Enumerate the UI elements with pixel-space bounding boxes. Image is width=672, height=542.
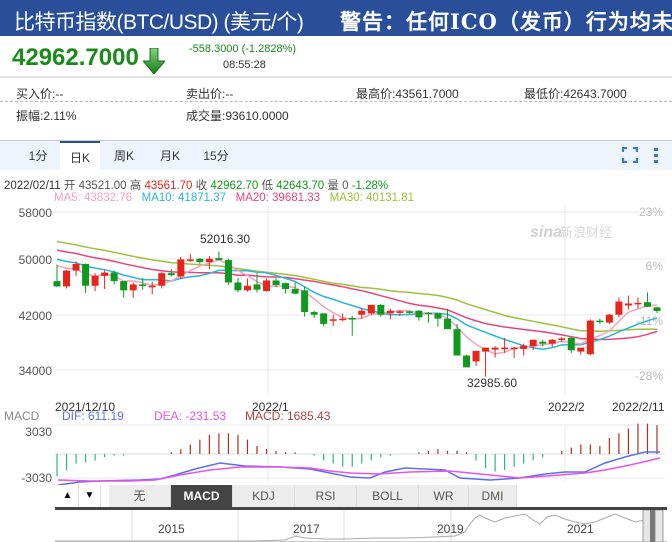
svg-text:DIF: 611.19: DIF: 611.19 <box>62 409 124 423</box>
ma5-line <box>56 259 658 355</box>
svg-text:MACD: 1685.43: MACD: 1685.43 <box>245 409 331 423</box>
close-value: 42962.70 <box>210 180 259 192</box>
close-label: 收 <box>195 180 208 192</box>
open-label: 开 <box>63 180 76 192</box>
indicator-dmi[interactable]: DMI <box>469 485 517 507</box>
low-price: 最低价:42643.7000 <box>524 87 627 101</box>
svg-text:-3030: -3030 <box>21 471 52 485</box>
svg-text:42000: 42000 <box>19 309 53 323</box>
y-axis-labels: 58000 50000 42000 34000 <box>19 206 53 378</box>
nav-year: 2017 <box>293 522 320 536</box>
current-price: 42962.7000 <box>12 44 139 71</box>
tab-1min[interactable]: 1分 <box>28 149 48 163</box>
warning-banner: 警告：任何ICO（发币）行为均未 <box>340 9 672 34</box>
svg-text:DEA: -231.53: DEA: -231.53 <box>154 409 226 423</box>
sina-watermark: sina 新浪财经 <box>530 224 612 241</box>
ma-lines <box>56 240 658 355</box>
ma10-line <box>56 258 658 351</box>
svg-text:sina: sina <box>530 224 562 241</box>
macd-labels: MACD DIF: 611.19 DEA: -231.53 MACD: 1685… <box>4 409 331 485</box>
annotations: 52016.30 32985.60 <box>200 232 517 390</box>
svg-text:-11%: -11% <box>636 314 663 328</box>
svg-text:-28%: -28% <box>635 369 663 383</box>
svg-text:23%: 23% <box>639 205 663 219</box>
high-label: 高 <box>129 180 142 192</box>
svg-text:新浪财经: 新浪财经 <box>560 225 612 241</box>
ma20-value: MA20: 39681.33 <box>235 192 321 204</box>
tab-weekly[interactable]: 周K <box>113 149 134 163</box>
navigator-sparkline <box>55 510 664 542</box>
tab-monthly[interactable]: 月K <box>159 149 180 163</box>
title-bar: 比特币指数(BTC/USD) (美元/个) 警告：任何ICO（发币）行为均未 <box>0 0 672 36</box>
svg-text:58000: 58000 <box>19 206 53 220</box>
more-vertical-icon[interactable] <box>652 147 660 163</box>
amplitude: 振幅:2.11% <box>16 109 77 123</box>
macd-histogram <box>56 423 658 477</box>
high-value: 43561.70 <box>144 180 193 192</box>
ma30-value: MA30: 40131.81 <box>329 192 415 204</box>
ma10-value: MA10: 41871.37 <box>141 192 227 204</box>
ma20-line <box>56 249 658 341</box>
low-value: 42643.70 <box>276 180 325 192</box>
svg-text:34000: 34000 <box>19 364 53 378</box>
period-tabs: 1分 日K 周K 月K 15分 <box>0 140 672 172</box>
down-arrow-icon <box>143 48 165 74</box>
indicator-wr[interactable]: WR <box>419 485 469 507</box>
indicator-rsi[interactable]: RSI <box>295 485 357 507</box>
indicator-kdj[interactable]: KDJ <box>233 485 295 507</box>
max-annotation: 52016.30 <box>200 232 250 246</box>
svg-text:2022/1: 2022/1 <box>252 400 289 414</box>
indicator-none[interactable]: 无 <box>109 485 171 507</box>
vol-value: 0 <box>342 180 349 192</box>
pct-value: -1.28% <box>351 180 389 192</box>
scroll-down-button[interactable]: ▼ <box>79 485 101 507</box>
x-axis-labels: 2021/12/10 2022/1 2022/2 2022/2/11 <box>55 400 665 414</box>
svg-text:6%: 6% <box>646 259 664 273</box>
tab-daily[interactable]: 日K <box>60 141 100 172</box>
min-annotation: 32985.60 <box>467 376 517 390</box>
svg-text:2022/2/11: 2022/2/11 <box>612 400 665 414</box>
open-value: 43521.00 <box>78 180 127 192</box>
indicator-macd[interactable]: MACD <box>171 485 233 507</box>
price-bar: 42962.7000 -558.3000 (-1.2828%) 08:55:28 <box>0 36 672 78</box>
ohlc-info: 2022/02/11 开 43521.00 高 43561.70 收 42962… <box>4 177 388 193</box>
ma30-line <box>56 240 658 332</box>
ma-info: MA5: 43832.76 MA10: 41871.37 MA20: 39681… <box>54 192 414 204</box>
stats-panel: 买入价:-- 卖出价:-- 最高价:43561.7000 最低价:42643.7… <box>0 80 672 124</box>
indicator-bar: ▲ ▼ 无 MACD KDJ RSI BOLL WR DMI <box>57 485 517 507</box>
svg-text:3030: 3030 <box>25 425 52 439</box>
y-right-axis-labels: 23% 6% -11% -28% <box>635 205 663 383</box>
bid-price: 买入价:-- <box>16 87 64 101</box>
ask-price: 卖出价:-- <box>186 87 234 101</box>
indicator-boll[interactable]: BOLL <box>357 485 419 507</box>
fullscreen-icon[interactable] <box>622 147 638 163</box>
nav-year: 2021 <box>567 522 594 536</box>
page-title: 比特币指数(BTC/USD) (美元/个) <box>14 11 304 34</box>
quote-time: 08:55:28 <box>223 59 266 71</box>
svg-text:2022/2: 2022/2 <box>548 400 585 414</box>
vol-label: 量 <box>327 180 339 192</box>
price-change: -558.3000 (-1.2828%) <box>189 43 297 55</box>
nav-year: 2015 <box>158 522 185 536</box>
svg-text:2021/12/10: 2021/12/10 <box>55 400 115 414</box>
ohlc-date: 2022/02/11 <box>4 180 61 192</box>
nav-year: 2019 <box>437 522 464 536</box>
candlesticks <box>53 251 661 377</box>
dea-line <box>57 457 661 482</box>
high-price: 最高价:43561.7000 <box>356 87 459 101</box>
low-label: 低 <box>261 180 274 192</box>
tab-15min[interactable]: 15分 <box>203 149 229 163</box>
time-navigator[interactable]: 2015 2017 2019 2021 <box>55 507 667 542</box>
scroll-up-button[interactable]: ▲ <box>57 485 79 507</box>
svg-text:MACD: MACD <box>4 409 40 423</box>
volume: 成交量:93610.0000 <box>186 109 289 123</box>
svg-text:50000: 50000 <box>19 253 53 267</box>
ma5-value: MA5: 43832.76 <box>54 192 133 204</box>
